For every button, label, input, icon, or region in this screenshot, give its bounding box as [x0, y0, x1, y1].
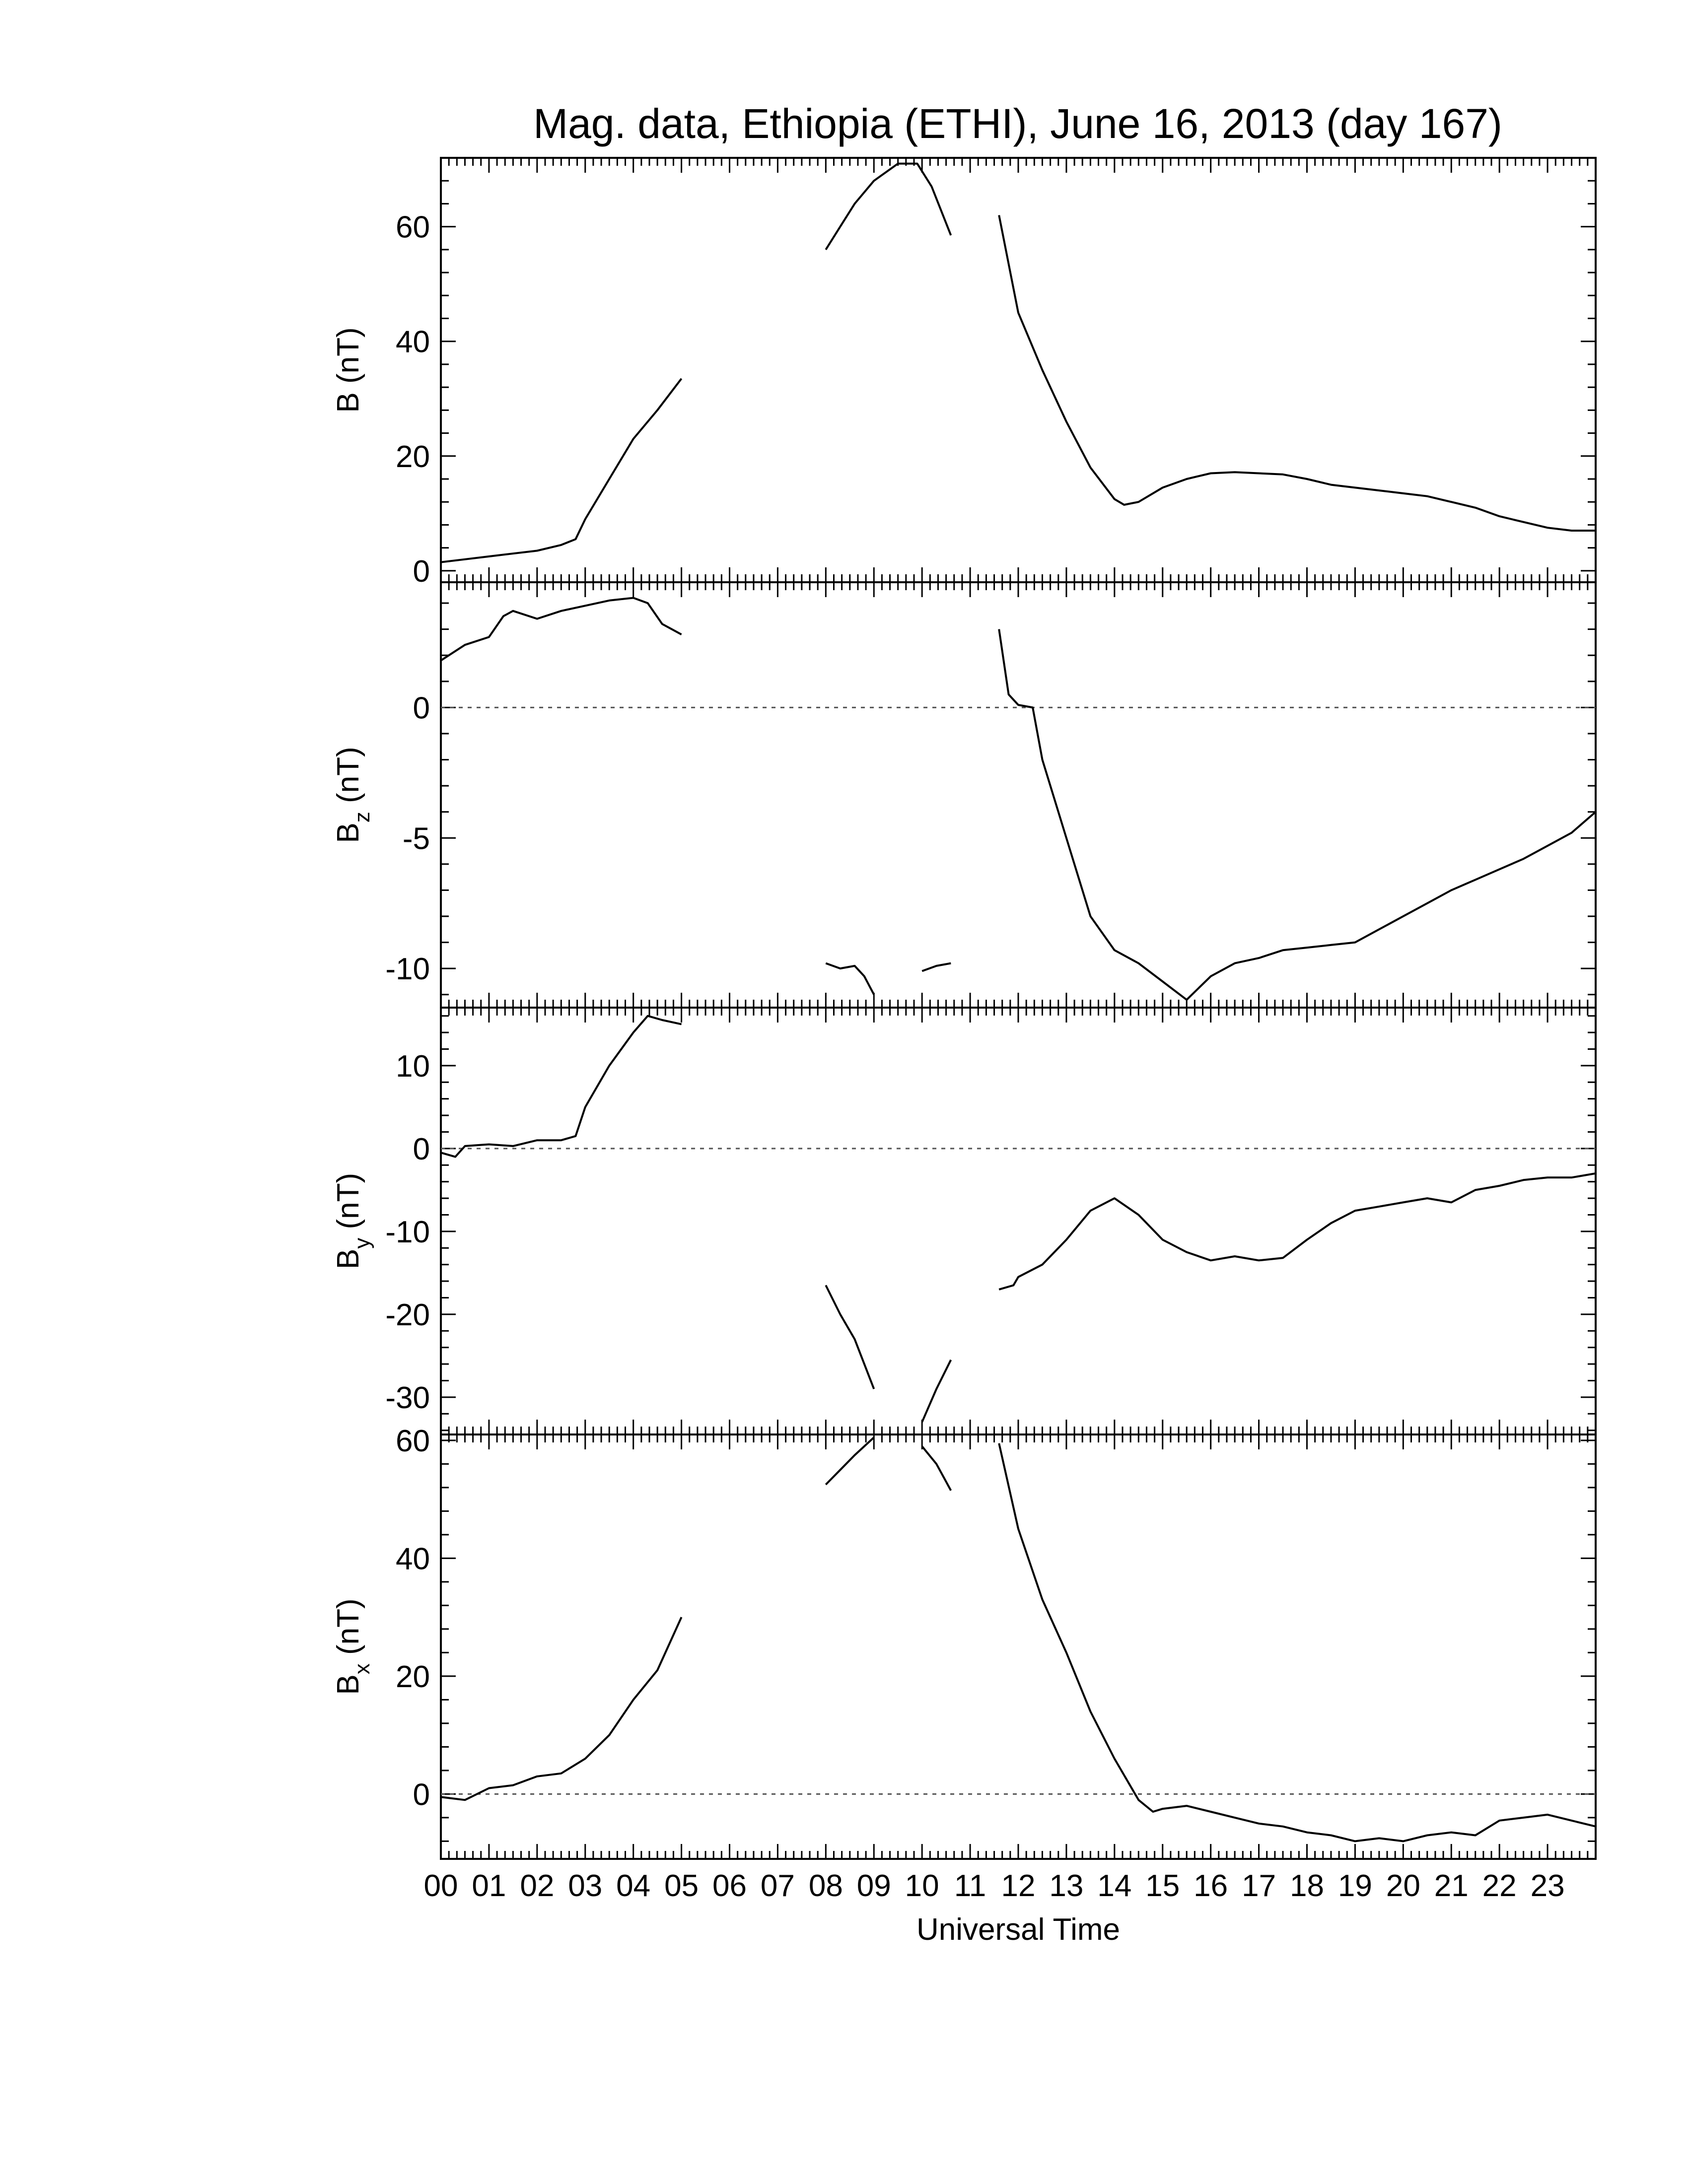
y-tick-label: 20 [396, 1660, 430, 1694]
x-tick-label: 10 [905, 1869, 939, 1903]
y-tick-label: -20 [385, 1298, 430, 1332]
y-tick-label: -10 [385, 1215, 430, 1249]
x-tick-label: 16 [1194, 1869, 1228, 1903]
x-tick-label: 17 [1242, 1869, 1276, 1903]
series-line-by-segment-3 [998, 1172, 1596, 1291]
x-tick-label: 15 [1145, 1869, 1180, 1903]
panel-frame [440, 581, 1597, 1009]
x-tick-label: 00 [424, 1869, 458, 1903]
series-line-bx-segment-2 [921, 1445, 952, 1491]
y-tick-label: -30 [385, 1381, 430, 1415]
x-tick-label: 02 [520, 1869, 554, 1903]
series-line-by-segment-2 [921, 1359, 952, 1423]
panel-by: -30 -20 -10 0 10 By (nT) [331, 1007, 1597, 1435]
panels-layer: 0 20 40 60 B (nT) -10 -5 0 Bz (nT) -30 -20 -10 0 10 By… [331, 157, 1597, 1860]
series-line-bz-segment-2 [921, 962, 951, 972]
y-axis-label: By (nT) [331, 1173, 374, 1269]
series-line-bx-segment-0 [441, 1617, 683, 1801]
y-tick-label: 40 [396, 1542, 430, 1576]
x-tick-label: 05 [664, 1869, 699, 1903]
x-tick-label: 19 [1338, 1869, 1372, 1903]
x-tick-label: 06 [712, 1869, 747, 1903]
y-tick-label: 0 [413, 691, 430, 725]
chart-title: Mag. data, Ethiopia (ETHI), June 16, 201… [533, 100, 1502, 147]
x-tick-label: 09 [857, 1869, 891, 1903]
x-tick-label: 20 [1386, 1869, 1420, 1903]
y-tick-label: -10 [385, 952, 430, 986]
x-tick-label: 22 [1482, 1869, 1517, 1903]
x-tick-label: 21 [1434, 1869, 1469, 1903]
x-tick-label: 01 [472, 1869, 506, 1903]
x-tick-label: 07 [761, 1869, 795, 1903]
panel-bz: -10 -5 0 Bz (nT) [331, 581, 1597, 1009]
y-tick-label: 60 [396, 210, 430, 245]
x-tick-label: 08 [809, 1869, 843, 1903]
panel-frame [440, 1433, 1597, 1860]
y-axis-label: Bx (nT) [331, 1598, 374, 1695]
x-tick-label: 04 [616, 1869, 650, 1903]
panel-bx: 0 20 40 60 Bx (nT) [331, 1424, 1597, 1860]
y-tick-label: 0 [413, 1132, 430, 1166]
x-tick-label: 13 [1049, 1869, 1083, 1903]
series-line-b-segment-2 [998, 215, 1596, 532]
series-line-by-segment-0 [441, 1015, 682, 1158]
x-tick-label: 14 [1097, 1869, 1131, 1903]
x-tick-label: 18 [1290, 1869, 1324, 1903]
panel-frame [440, 157, 1597, 583]
panel-b: 0 20 40 60 B (nT) [331, 157, 1597, 589]
y-tick-label: -5 [403, 821, 430, 856]
x-axis: 00 01 02 03 04 05 06 07 08 09 10 11 12 13 14 15 16 17 18 19… [424, 1869, 1565, 1903]
series-line-bz-segment-3 [998, 629, 1596, 1001]
y-tick-label: 10 [396, 1049, 430, 1084]
x-axis-label: Universal Time [916, 1912, 1120, 1947]
x-tick-label: 03 [568, 1869, 602, 1903]
y-tick-label: 20 [396, 440, 430, 474]
y-tick-label: 60 [396, 1424, 430, 1458]
y-axis-label: Bz (nT) [331, 747, 374, 843]
x-tick-label: 12 [1001, 1869, 1036, 1903]
series-line-bx-segment-1 [825, 1436, 875, 1486]
y-axis-label: B (nT) [331, 327, 365, 412]
y-tick-label: 0 [413, 1777, 430, 1812]
x-tick-label: 11 [954, 1869, 986, 1903]
y-tick-label: 40 [396, 325, 430, 359]
panel-frame [440, 1007, 1597, 1435]
series-line-bx-segment-3 [998, 1443, 1596, 1843]
x-tick-label: 23 [1531, 1869, 1565, 1903]
series-line-by-segment-1 [825, 1285, 875, 1389]
series-line-bz-segment-1 [825, 962, 875, 995]
y-tick-label: 0 [413, 554, 430, 589]
series-line-bz-segment-0 [441, 597, 682, 662]
series-line-b-segment-0 [441, 378, 683, 563]
series-line-b-segment-1 [825, 162, 952, 250]
